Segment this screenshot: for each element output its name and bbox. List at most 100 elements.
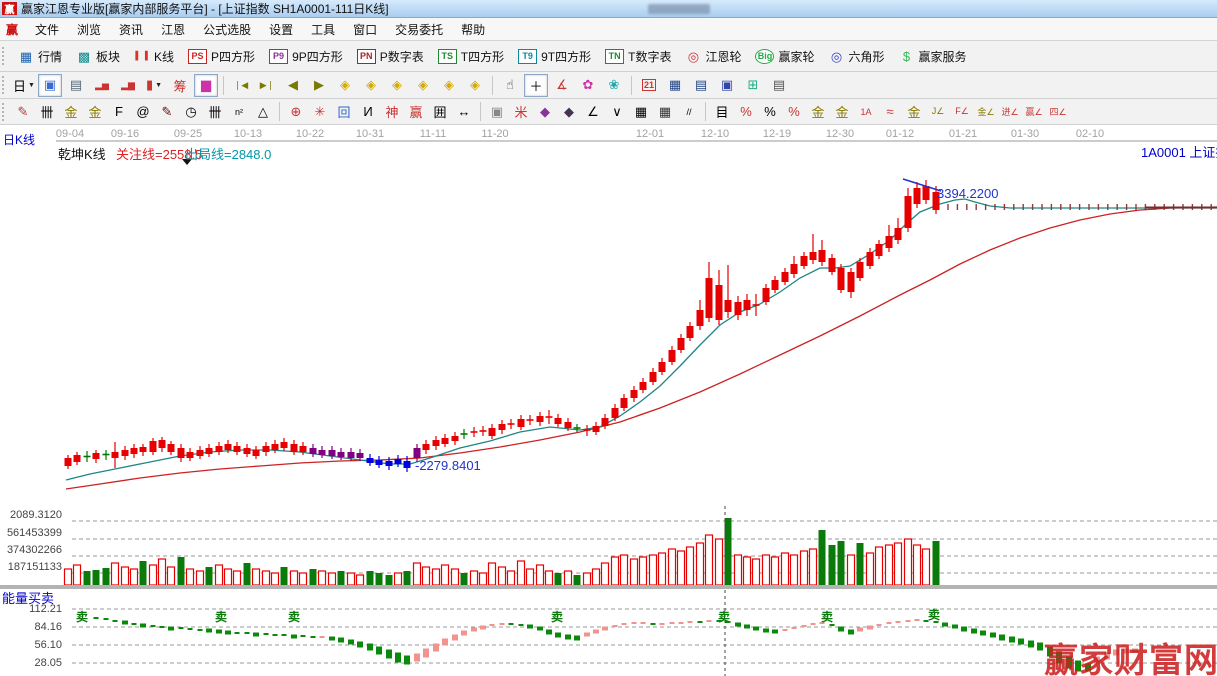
parallel-lines-button[interactable]: // bbox=[678, 100, 700, 123]
percent-red-button[interactable]: % bbox=[735, 100, 757, 123]
zigzag-button[interactable]: И bbox=[357, 100, 379, 123]
dropdown-arrow-icon[interactable]: ▼ bbox=[155, 81, 163, 89]
square-target-button[interactable]: 回 bbox=[333, 100, 355, 123]
spiral-button[interactable]: @ bbox=[132, 100, 154, 123]
chart-canvas[interactable] bbox=[0, 125, 1217, 676]
toolbar-button-行情[interactable]: ▦ 行情 bbox=[12, 45, 68, 68]
ma3-button[interactable]: ▂▅ bbox=[90, 74, 114, 97]
polygon-dark-button[interactable]: ◆ bbox=[558, 100, 580, 123]
menu-item-浏览[interactable]: 浏览 bbox=[77, 22, 102, 37]
candle-style-button[interactable]: ▮ ▼ bbox=[142, 74, 166, 97]
f-angle-button[interactable]: F∠ bbox=[951, 100, 973, 123]
one-a-button[interactable]: 1A bbox=[855, 100, 877, 123]
dropdown-arrow-icon[interactable]: ▼ bbox=[28, 81, 35, 89]
toolbar-grip[interactable] bbox=[2, 47, 8, 65]
toolbar-button-T四方形[interactable]: TS T四方形 bbox=[432, 45, 510, 68]
crosshair-button[interactable]: ＋ bbox=[524, 73, 548, 97]
ma9-button[interactable]: ▂▆ bbox=[116, 74, 140, 97]
toolbar-grip[interactable] bbox=[2, 76, 8, 94]
toolbar-button-板块[interactable]: ▩ 板块 bbox=[70, 45, 126, 68]
tool-box-button[interactable]: ✿ bbox=[576, 74, 600, 97]
v-line-button[interactable]: ∨ bbox=[606, 100, 628, 123]
toolbar-button-9T四方形[interactable]: T9 9T四方形 bbox=[512, 45, 597, 68]
period-label[interactable]: 日K线 bbox=[3, 133, 36, 147]
gold-angle-button[interactable]: 金 bbox=[903, 100, 925, 123]
ray-fan-button[interactable]: 米 bbox=[510, 100, 532, 123]
menu-item-工具[interactable]: 工具 bbox=[311, 22, 336, 37]
circle-cross-button[interactable]: ⊕ bbox=[285, 100, 307, 123]
win-angle-button[interactable]: 赢∠ bbox=[1023, 100, 1045, 123]
grid-a-button[interactable]: ▦ bbox=[630, 100, 652, 123]
chart-area[interactable]: 日K线 09-04 09-16 09-25 10-13 10-22 10-31 11-11 1… bbox=[0, 125, 1217, 676]
memo-button[interactable]: ▤ bbox=[689, 74, 713, 97]
print-button[interactable]: ▤ bbox=[767, 74, 791, 97]
menu-item-公式选股[interactable]: 公式选股 bbox=[203, 22, 252, 37]
polygon-purple-button[interactable]: ◆ bbox=[534, 100, 556, 123]
gold-line-2-button[interactable]: 金 bbox=[84, 100, 106, 123]
zoom-diamond-4-button[interactable]: ◈ bbox=[411, 74, 435, 97]
toolbar-button-K线[interactable]: ▌▐ K线 bbox=[128, 45, 180, 68]
win-tool-button[interactable]: 赢 bbox=[405, 100, 427, 123]
frame-button[interactable]: ▣ bbox=[486, 100, 508, 123]
panel-list-button[interactable]: 目 bbox=[711, 100, 733, 123]
knot-tool-button[interactable]: ❀ bbox=[602, 74, 626, 97]
grid-lines-button[interactable]: 卌 bbox=[204, 100, 226, 123]
menu-item-设置[interactable]: 设置 bbox=[269, 22, 294, 37]
export-button[interactable]: ⊞ bbox=[741, 74, 765, 97]
first-page-button[interactable]: ❘◀ bbox=[229, 74, 253, 97]
hand-tool-button[interactable]: ☝ bbox=[498, 74, 522, 97]
grid-box-button[interactable]: 囲 bbox=[429, 100, 451, 123]
last-page-button[interactable]: ▶❘ bbox=[255, 74, 279, 97]
jin-angle-button[interactable]: 进∠ bbox=[999, 100, 1021, 123]
shen-tool-button[interactable]: 神 bbox=[381, 100, 403, 123]
menu-item-窗口[interactable]: 窗口 bbox=[353, 22, 378, 37]
percent-button[interactable]: % bbox=[759, 100, 781, 123]
time-cycle-button[interactable]: ◷ bbox=[180, 100, 202, 123]
gold-fan-button[interactable]: 金∠ bbox=[975, 100, 997, 123]
grid-b-button[interactable]: ▦ bbox=[654, 100, 676, 123]
zoom-diamond-6-button[interactable]: ◈ bbox=[463, 74, 487, 97]
chips-button[interactable]: 筹 bbox=[168, 74, 192, 97]
wave-button[interactable]: ≈ bbox=[879, 100, 901, 123]
save-button[interactable]: ▣ bbox=[715, 74, 739, 97]
angle-tool-button[interactable]: ∡ bbox=[550, 74, 574, 97]
gold-line-1-button[interactable]: 金 bbox=[60, 100, 82, 123]
toolbar-button-赢家服务[interactable]: $ 赢家服务 bbox=[893, 45, 973, 68]
square-number-button[interactable]: n² bbox=[228, 100, 250, 123]
toolbar-button-赢家轮[interactable]: Big 赢家轮 bbox=[749, 45, 820, 68]
pen-button[interactable]: ✎ bbox=[12, 100, 34, 123]
next-page-button[interactable]: ▶ bbox=[307, 74, 331, 97]
toolbar-button-9P四方形[interactable]: P9 9P四方形 bbox=[263, 45, 349, 68]
energy-indicator-title[interactable]: 能量买卖 bbox=[2, 591, 55, 606]
prev-page-button[interactable]: ◀ bbox=[281, 74, 305, 97]
fibo-button[interactable]: F bbox=[108, 100, 130, 123]
zoom-diamond-1-button[interactable]: ◈ bbox=[333, 74, 357, 97]
calculator-button[interactable]: ▦ bbox=[663, 74, 687, 97]
toolbar-button-P数字表[interactable]: PN P数字表 bbox=[351, 45, 430, 68]
toolbar-button-江恩轮[interactable]: ◎ 江恩轮 bbox=[679, 45, 747, 68]
trend-angle-button[interactable]: ∠ bbox=[582, 100, 604, 123]
h-span-button[interactable]: ↔ bbox=[453, 100, 475, 123]
zoom-diamond-2-button[interactable]: ◈ bbox=[359, 74, 383, 97]
toolbar-button-T数字表[interactable]: TN T数字表 bbox=[599, 45, 677, 68]
gann-grid-button[interactable]: 卌 bbox=[36, 100, 58, 123]
calendar-button[interactable]: 21 bbox=[637, 74, 661, 97]
star-rays-button[interactable]: ✳ bbox=[309, 100, 331, 123]
j-angle-button[interactable]: J∠ bbox=[927, 100, 949, 123]
menu-item-文件[interactable]: 文件 bbox=[35, 22, 60, 37]
gold-level-button[interactable]: 金 bbox=[831, 100, 853, 123]
toolbar-grip[interactable] bbox=[2, 102, 8, 121]
menu-item-江恩[interactable]: 江恩 bbox=[161, 22, 186, 37]
four-angle-button[interactable]: 四∠ bbox=[1047, 100, 1069, 123]
indicator-dropdown-icon[interactable] bbox=[182, 159, 192, 170]
angle-mirror-button[interactable]: △ bbox=[252, 100, 274, 123]
menu-item-交易委托[interactable]: 交易委托 bbox=[395, 22, 444, 37]
brush-button[interactable]: ✎ bbox=[156, 100, 178, 123]
percent-line-button[interactable]: % bbox=[783, 100, 805, 123]
menu-item-资讯[interactable]: 资讯 bbox=[119, 22, 144, 37]
zoom-diamond-5-button[interactable]: ◈ bbox=[437, 74, 461, 97]
toolbar-button-六角形[interactable]: ◎ 六角形 bbox=[823, 45, 891, 68]
volume-profile-button[interactable]: ▆ bbox=[194, 73, 218, 97]
period-day-button[interactable]: 日 ▼ bbox=[12, 74, 36, 97]
indicator-name-label[interactable]: 乾坤K线 bbox=[58, 147, 106, 162]
